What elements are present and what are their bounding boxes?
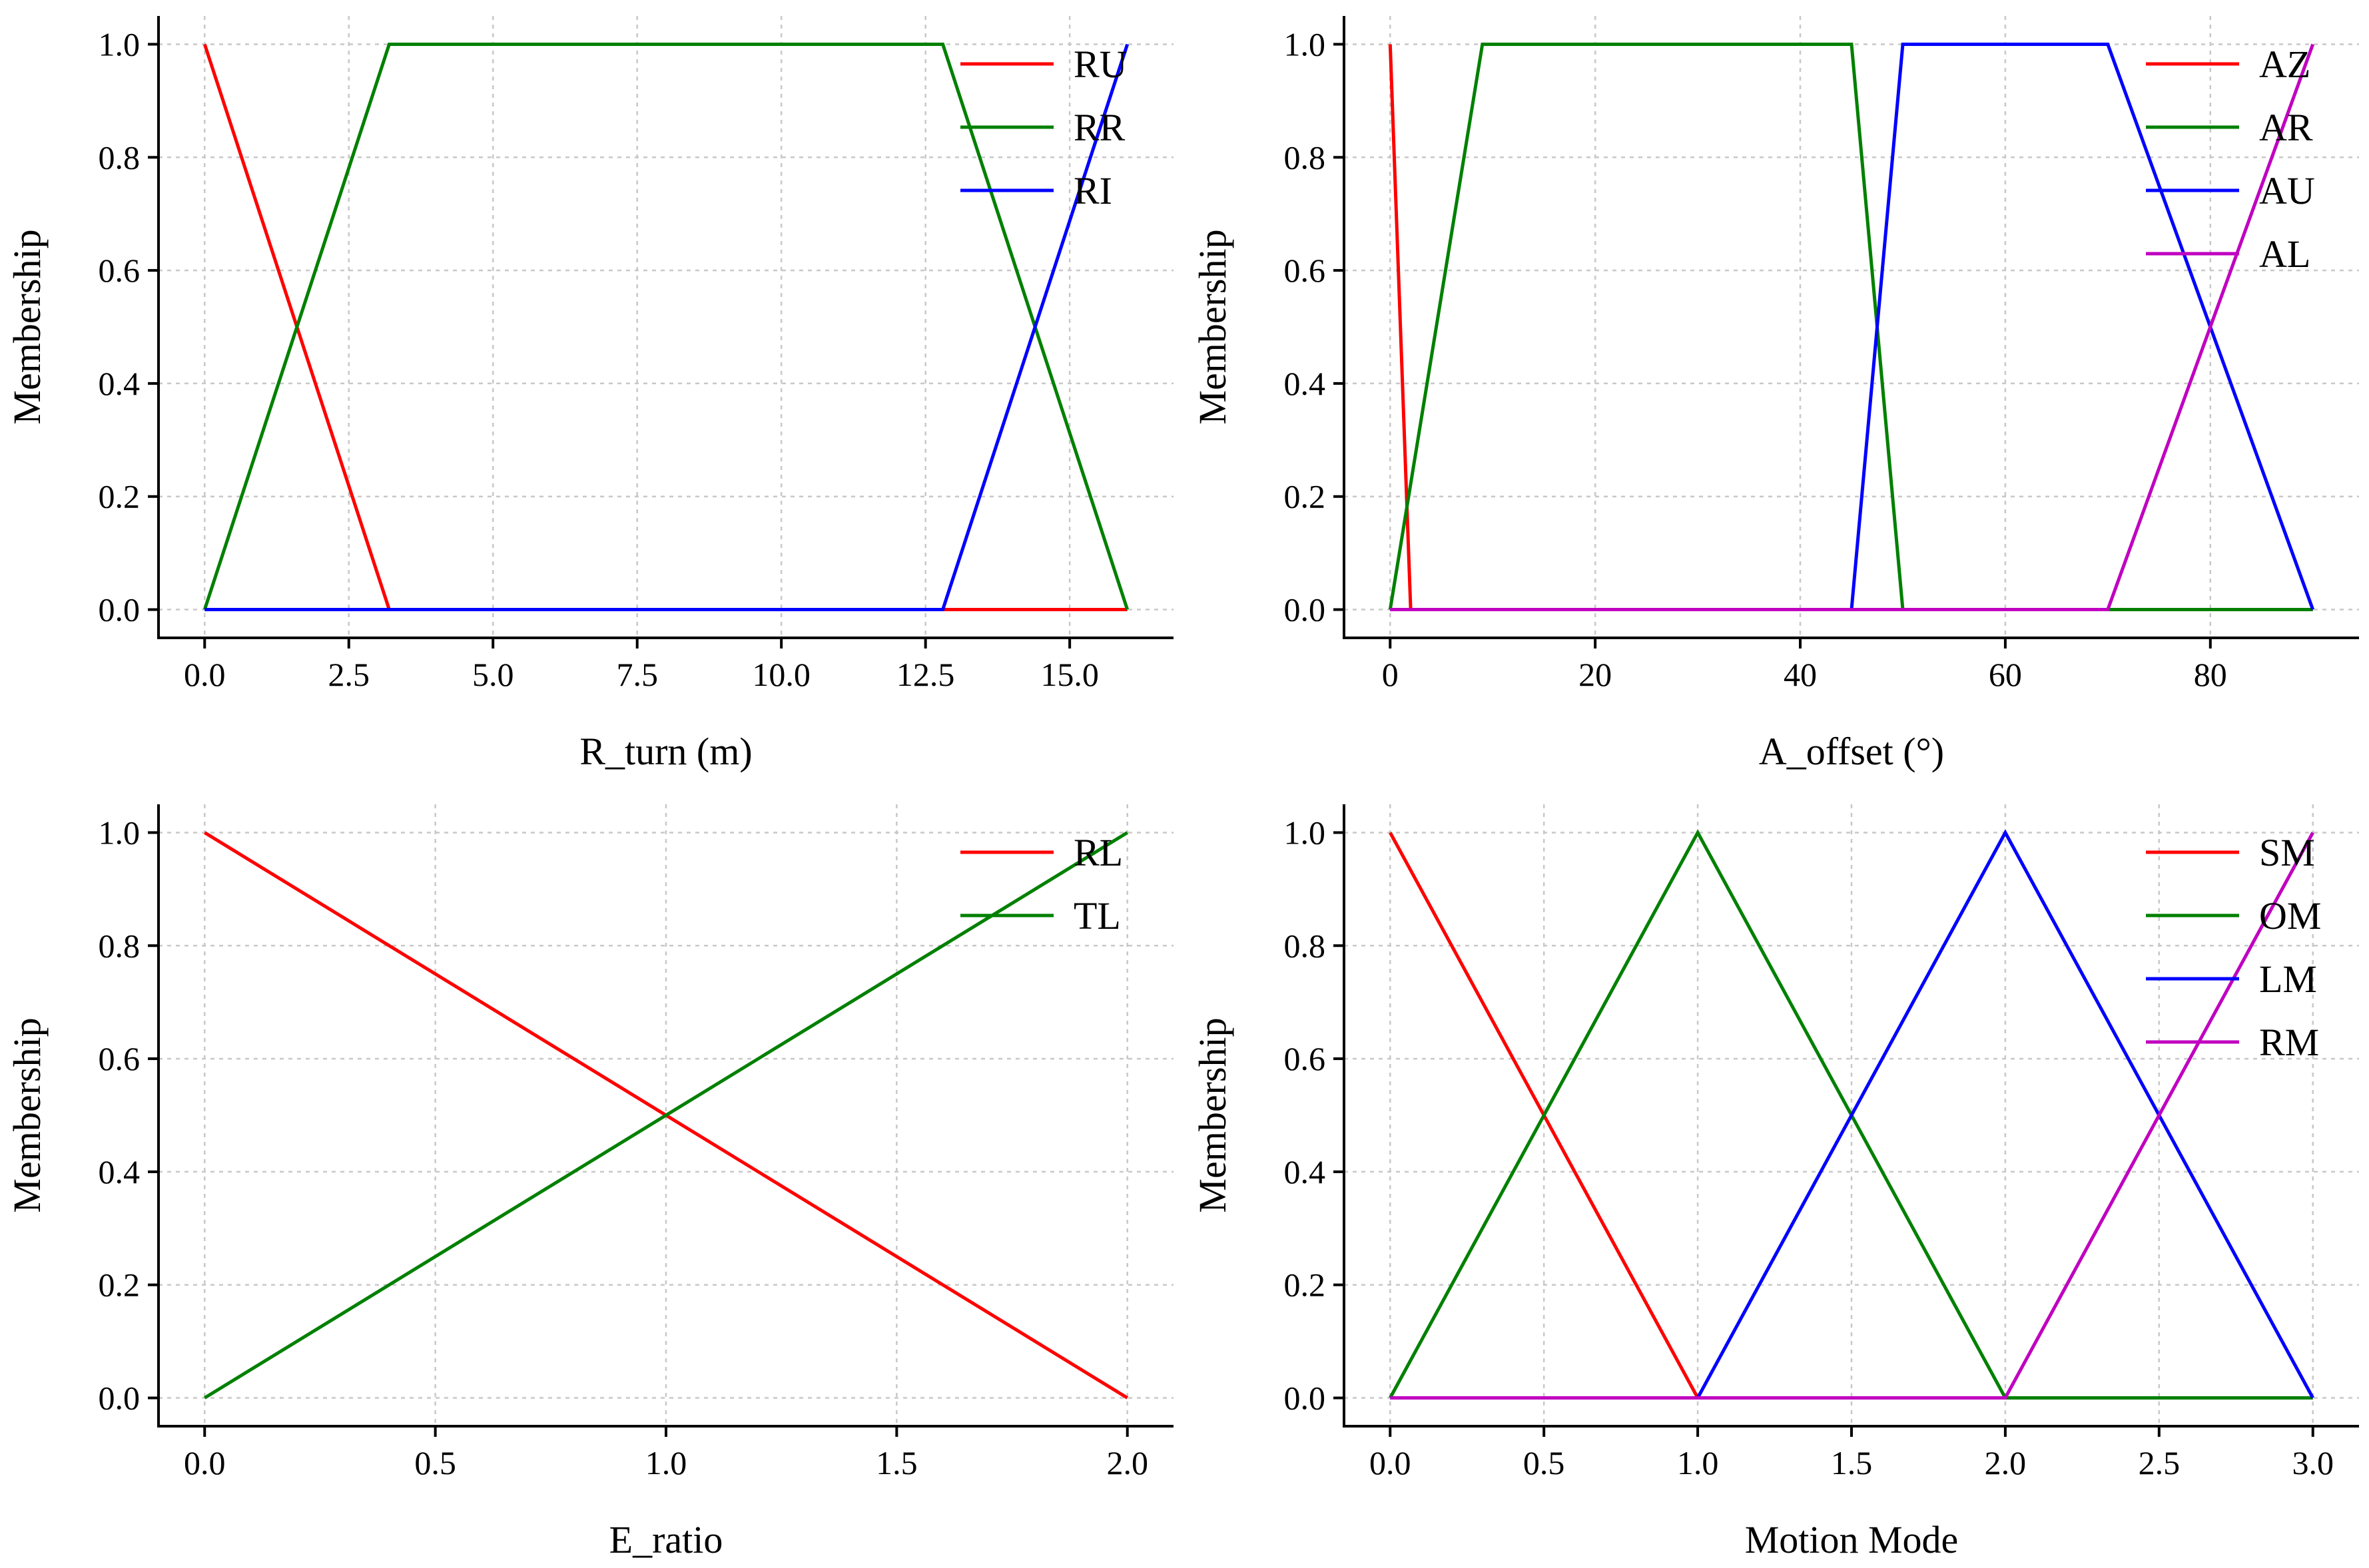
legend: RU RR RI — [960, 43, 1128, 212]
legend: AZ AR AU AL — [2146, 43, 2315, 276]
series-line-au — [1390, 43, 2315, 611]
y-tick-label: 0.4 — [99, 365, 141, 402]
x-tick-label: 7.5 — [616, 656, 658, 693]
y-tick-label: 0.0 — [1284, 1380, 1326, 1417]
legend-label-rm: RM — [2259, 1021, 2319, 1064]
series-line-rm — [1390, 832, 2314, 1400]
y-tick-label: 1.0 — [99, 25, 141, 63]
y-tick-label: 0.8 — [1284, 927, 1326, 964]
y-tick-label: 0.0 — [1284, 591, 1326, 629]
y-tick-label: 0.0 — [99, 591, 141, 629]
x-tick-label: 80 — [2194, 656, 2227, 693]
chart-panel-a-offset: 0 20 40 60 80 0.0 0.2 0.4 0.6 0.8 1.0 A_offset (°) M… — [1191, 16, 2359, 773]
legend-label-tl: TL — [1074, 894, 1121, 937]
legend: RL TL — [960, 831, 1123, 937]
y-tick-label: 0.6 — [99, 1040, 141, 1077]
x-axis-label: R_turn (m) — [579, 730, 752, 773]
y-tick-label: 1.0 — [1284, 814, 1326, 851]
y-tick-label: 0.2 — [99, 478, 141, 515]
y-tick-label: 0.2 — [99, 1266, 141, 1304]
series-line-ri — [204, 43, 1130, 611]
x-tick-label: 1.5 — [876, 1444, 918, 1481]
series-line-al — [1390, 43, 2315, 611]
legend-label-az: AZ — [2259, 43, 2310, 86]
y-tick-label: 0.4 — [1284, 1153, 1326, 1190]
x-tick-label: 0.0 — [184, 656, 226, 693]
x-tick-label: 2.5 — [2139, 1444, 2181, 1481]
legend-label-rr: RR — [1074, 106, 1126, 149]
y-tick-label: 0.4 — [1284, 365, 1326, 402]
legend-label-rl: RL — [1074, 831, 1123, 874]
chart-panel-r-turn: 0.0 2.5 5.0 7.5 10.0 12.5 15.0 0.0 0.2 0.4 0.6 0.8 1… — [5, 16, 1174, 773]
x-tick-label: 60 — [1989, 656, 2022, 693]
legend-label-ar: AR — [2259, 106, 2313, 149]
legend-label-au: AU — [2259, 169, 2315, 212]
x-tick-label: 1.5 — [1831, 1444, 1873, 1481]
chart-panel-e-ratio: 0.0 0.5 1.0 1.5 2.0 0.0 0.2 0.4 0.6 0.8 1.0 E_ratio… — [5, 804, 1174, 1561]
x-tick-label: 2.0 — [1106, 1444, 1148, 1481]
x-tick-label: 0.0 — [184, 1444, 226, 1481]
y-tick-label: 0.8 — [1284, 138, 1326, 176]
x-tick-label: 1.0 — [1677, 1444, 1719, 1481]
y-tick-label: 0.4 — [99, 1153, 141, 1190]
x-tick-label: 15.0 — [1040, 656, 1099, 693]
x-tick-label: 0.5 — [414, 1444, 456, 1481]
legend-label-sm: SM — [2259, 831, 2315, 874]
series-line-tl — [203, 831, 1129, 1400]
y-tick-label: 0.6 — [1284, 1040, 1326, 1077]
y-tick-label: 0.8 — [99, 927, 141, 964]
y-axis-label: Membership — [5, 1017, 49, 1212]
y-tick-label: 1.0 — [1284, 25, 1326, 63]
series-line-az — [1388, 44, 2313, 611]
legend-label-al: AL — [2259, 232, 2310, 276]
x-tick-label: 0 — [1382, 656, 1399, 693]
x-axis-label: A_offset (°) — [1759, 730, 1944, 773]
y-tick-label: 0.6 — [1284, 252, 1326, 289]
x-tick-label: 40 — [1784, 656, 1817, 693]
legend-label-lm: LM — [2259, 957, 2317, 1001]
x-tick-label: 2.0 — [1985, 1444, 2027, 1481]
x-tick-label: 12.5 — [896, 656, 955, 693]
legend: SM OM LM RM — [2146, 831, 2321, 1064]
series-line-ru — [202, 43, 1128, 611]
y-axis-label: Membership — [1191, 229, 1234, 424]
y-axis-label: Membership — [5, 229, 49, 424]
x-tick-label: 5.0 — [472, 656, 514, 693]
legend-label-om: OM — [2259, 894, 2321, 937]
x-tick-label: 1.0 — [645, 1444, 687, 1481]
x-axis-label: E_ratio — [609, 1518, 723, 1561]
x-tick-label: 0.0 — [1369, 1444, 1411, 1481]
x-tick-label: 2.5 — [328, 656, 370, 693]
x-tick-label: 0.5 — [1523, 1444, 1565, 1481]
y-tick-label: 0.6 — [99, 252, 141, 289]
series-line-ar — [1388, 43, 2313, 611]
x-tick-label: 10.0 — [752, 656, 811, 693]
y-tick-label: 0.8 — [99, 138, 141, 176]
legend-label-ri: RI — [1074, 169, 1112, 212]
series-line-rr — [202, 43, 1130, 611]
y-tick-label: 0.0 — [99, 1380, 141, 1417]
x-axis-label: Motion Mode — [1745, 1518, 1959, 1561]
chart-panel-motion-mode: 0.0 0.5 1.0 1.5 2.0 2.5 3.0 0.0 0.2 0.4 0.6 0.8 1.0 M… — [1191, 804, 2359, 1561]
y-axis-label: Membership — [1191, 1017, 1234, 1212]
x-tick-label: 20 — [1578, 656, 1612, 693]
legend-label-ru: RU — [1074, 43, 1128, 86]
y-tick-label: 0.2 — [1284, 478, 1326, 515]
y-tick-label: 1.0 — [99, 814, 141, 851]
x-tick-label: 3.0 — [2292, 1444, 2334, 1481]
y-tick-label: 0.2 — [1284, 1266, 1326, 1304]
